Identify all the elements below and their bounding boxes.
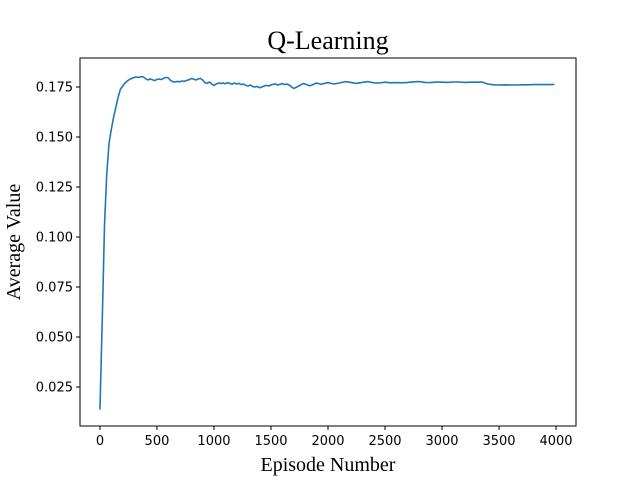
x-tick-label: 3000 [425, 434, 458, 449]
chart-title: Q-Learning [267, 26, 388, 55]
y-tick-label: 0.100 [36, 231, 73, 246]
plot-frame [79, 57, 577, 427]
y-axis-label: Average Value [3, 184, 25, 301]
x-tick-label: 2500 [368, 434, 401, 449]
x-axis: 0 500 1000 1500 2000 2500 3000 3500 4000 [96, 426, 573, 449]
x-tick-label: 0 [96, 434, 104, 449]
x-tick-label: 3500 [482, 434, 515, 449]
x-tick-label: 1500 [254, 434, 287, 449]
x-tick-label: 500 [145, 434, 170, 449]
y-tick-label: 0.125 [36, 181, 73, 196]
x-axis-label: Episode Number [261, 454, 396, 476]
x-tick-label: 2000 [311, 434, 344, 449]
y-tick-label: 0.150 [36, 131, 73, 146]
y-tick-label: 0.075 [36, 281, 73, 296]
y-axis: 0.025 0.050 0.075 0.100 0.125 0.150 0.175 [36, 81, 80, 396]
x-tick-label: 4000 [539, 434, 572, 449]
y-tick-label: 0.025 [36, 381, 73, 396]
series-layer [99, 75, 555, 410]
y-tick-label: 0.050 [36, 331, 73, 346]
series-line [99, 75, 555, 410]
x-tick-label: 1000 [197, 434, 230, 449]
y-tick-label: 0.175 [36, 81, 73, 96]
